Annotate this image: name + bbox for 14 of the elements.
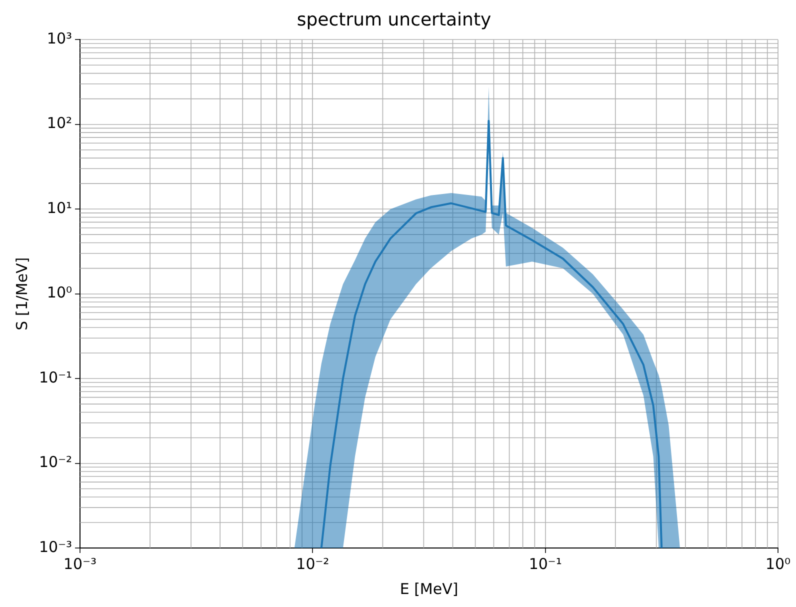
y-axis-title: S [1/MeV] [12,257,31,330]
y-tick-label: 10³ [46,29,72,48]
y-tick-label: 10⁻³ [38,538,72,556]
x-tick-label: 10⁻² [296,554,330,573]
y-tick-label: 10⁻² [38,453,72,472]
x-axis-title: E [MeV] [400,580,458,598]
y-tick-label: 10² [46,114,72,132]
y-tick-label: 10¹ [46,198,72,217]
x-tick-label: 10⁻¹ [528,554,562,573]
x-tick-label: 10⁻³ [64,554,97,573]
x-tick-label: 10⁰ [765,554,791,573]
chart-title: spectrum uncertainty [296,9,492,30]
y-tick-label: 10⁻¹ [38,368,72,386]
y-tick-label: 10⁰ [46,284,72,302]
